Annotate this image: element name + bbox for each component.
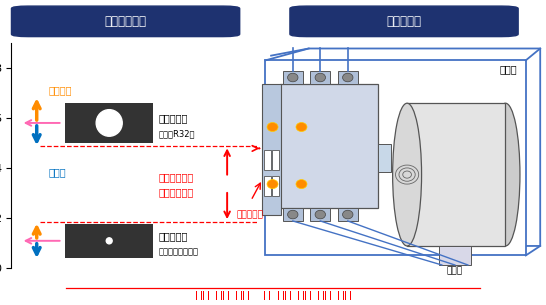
Circle shape xyxy=(288,73,298,82)
Ellipse shape xyxy=(393,103,422,246)
Bar xyxy=(265,60,526,256)
Bar xyxy=(283,71,303,84)
FancyBboxPatch shape xyxy=(263,84,281,215)
Circle shape xyxy=(96,110,122,136)
Circle shape xyxy=(296,180,307,188)
Bar xyxy=(65,103,153,143)
Text: 室外機: 室外機 xyxy=(500,64,517,74)
Bar xyxy=(439,246,471,265)
Text: （例：プロパン）: （例：プロパン） xyxy=(158,248,198,257)
Bar xyxy=(337,71,358,84)
Bar xyxy=(407,103,506,246)
Text: 火炎通過: 火炎通過 xyxy=(49,85,73,95)
Bar xyxy=(378,144,391,172)
Circle shape xyxy=(288,210,298,219)
FancyBboxPatch shape xyxy=(11,6,240,37)
Bar xyxy=(272,150,279,170)
Circle shape xyxy=(315,73,325,82)
Bar xyxy=(310,208,330,221)
Bar xyxy=(310,71,330,84)
Bar xyxy=(337,208,358,221)
Text: 微燃性冷媒の消炎直径  ＞  開閉器カバー開口部サイズ: 微燃性冷媒の消炎直径 ＞ 開閉器カバー開口部サイズ xyxy=(189,290,357,300)
Bar xyxy=(283,208,303,221)
Ellipse shape xyxy=(491,103,520,246)
Circle shape xyxy=(296,123,307,131)
Text: （例：R32）: （例：R32） xyxy=(158,130,195,139)
Bar xyxy=(272,176,279,196)
Text: 開口部サイズ: 開口部サイズ xyxy=(158,188,194,198)
Bar xyxy=(264,176,271,196)
Circle shape xyxy=(267,180,278,188)
Bar xyxy=(264,150,271,170)
Text: 開閉器カバー: 開閉器カバー xyxy=(158,172,194,182)
Circle shape xyxy=(267,123,278,131)
Text: 不通過: 不通過 xyxy=(49,167,67,177)
Circle shape xyxy=(106,238,112,244)
Text: 圧縮機: 圧縮機 xyxy=(447,266,463,275)
Text: 実機の構造: 実機の構造 xyxy=(387,15,422,28)
Bar xyxy=(280,84,378,208)
Bar xyxy=(65,224,153,258)
FancyBboxPatch shape xyxy=(290,6,518,37)
Circle shape xyxy=(342,210,353,219)
Text: 微燃性冷媒: 微燃性冷媒 xyxy=(158,113,188,124)
Circle shape xyxy=(315,210,325,219)
Text: 冷媒燃焼特性: 冷媒燃焼特性 xyxy=(105,15,146,28)
Text: 電磁開閉器: 電磁開閉器 xyxy=(236,210,263,219)
Text: 強燃性冷媒: 強燃性冷媒 xyxy=(158,231,188,241)
Circle shape xyxy=(342,73,353,82)
